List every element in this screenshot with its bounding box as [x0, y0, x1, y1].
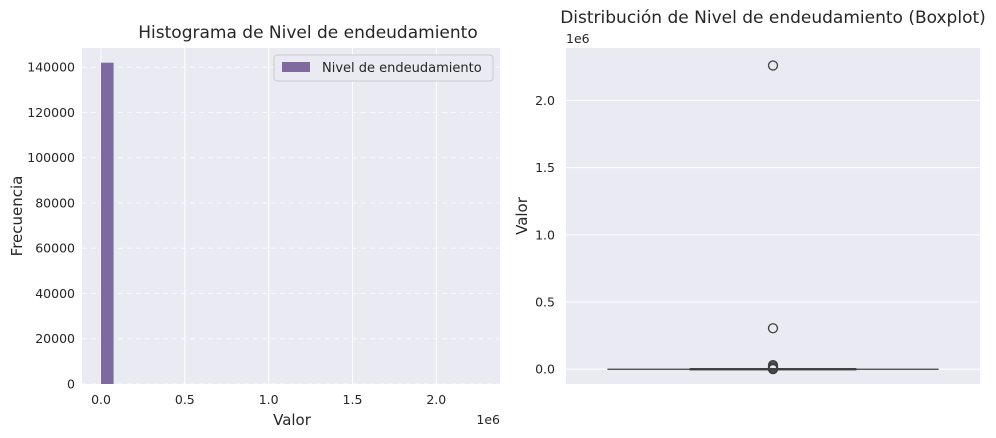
histogram-y-tick-label: 120000 [27, 105, 75, 120]
histogram-x-tick-label: 0.0 [91, 392, 111, 407]
boxplot-y-tick-label: 1.5 [535, 160, 555, 175]
histogram-chart: 020000400006000080000100000120000140000 … [8, 23, 500, 429]
histogram-x-tick-label: 1.0 [259, 392, 279, 407]
histogram-y-tick-label: 0 [67, 377, 75, 392]
histogram-x-tick-label: 0.5 [175, 392, 195, 407]
boxplot-y-tick-label: 0.5 [535, 295, 555, 310]
histogram-x-axis-label: Valor [273, 411, 312, 429]
legend-frame [273, 54, 494, 82]
boxplot-y-tick-label: 0.0 [535, 362, 555, 377]
boxplot-title: Distribución de Nivel de endeudamiento (… [560, 8, 986, 28]
histogram-y-tick-label: 100000 [27, 150, 75, 165]
boxplot-y-tick-label: 2.0 [535, 93, 555, 108]
boxplot-y-axis-label: Valor [513, 196, 531, 235]
boxplot-plot-area [566, 48, 980, 384]
histogram-y-tick-label: 20000 [35, 331, 75, 346]
histogram-x-ticks: 0.0 0.5 1.0 1.5 2.0 [91, 392, 446, 407]
legend-label: Nivel de endeudamiento [322, 61, 482, 76]
boxplot-chart: 0.0 0.5 1.0 1.5 2.0 Distribución de Nivel de… [513, 8, 986, 384]
histogram-x-tick-label: 1.5 [343, 392, 363, 407]
histogram-plot-area [82, 48, 500, 384]
histogram-y-axis-label: Frecuencia [8, 176, 26, 257]
boxplot-outliers [767, 60, 779, 375]
histogram-y-tick-label: 40000 [35, 286, 75, 301]
histogram-x-tick-label: 2.0 [426, 392, 446, 407]
legend-swatch [282, 62, 310, 72]
boxplot-outlier [767, 323, 779, 334]
histogram-x-offset-label: 1e6 [476, 412, 500, 427]
histogram-y-tick-label: 140000 [27, 60, 75, 75]
boxplot-outlier [767, 363, 779, 375]
histogram-legend: Nivel de endeudamiento [273, 54, 494, 82]
boxplot-outlier [767, 60, 779, 71]
histogram-y-ticks: 0 20000 40000 60000 80000 100000 120000 140000 [27, 60, 75, 392]
histogram-bars [101, 62, 114, 385]
histogram-title: Histograma de Nivel de endeudamiento [138, 23, 477, 43]
boxplot-y-offset-label: 1e6 [566, 31, 590, 46]
histogram-y-tick-label: 80000 [35, 195, 75, 210]
boxplot-y-tick-label: 1.0 [535, 227, 555, 242]
boxplot-y-ticks: 0.0 0.5 1.0 1.5 2.0 [535, 93, 555, 377]
histogram-y-tick-label: 60000 [35, 241, 75, 256]
histogram-bar [101, 62, 114, 385]
